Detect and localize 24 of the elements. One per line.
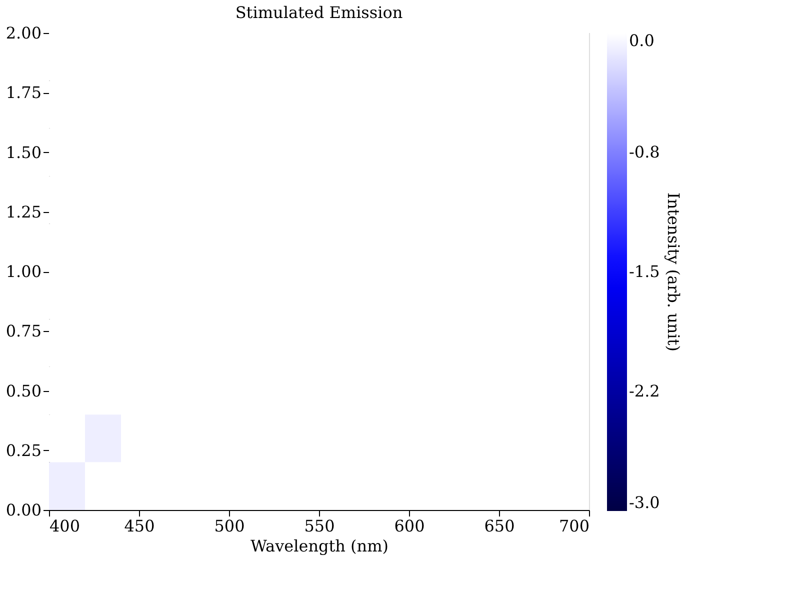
y-tick-label: 1.75 [6, 83, 42, 102]
color-bar-label: -3.0 [629, 493, 660, 512]
y-tick-label: 0.00 [6, 500, 42, 520]
x-tick-label: 550 [304, 516, 335, 536]
color-bar-title: Intensity (arb. unit) [664, 192, 683, 352]
x-tick-label: 650 [484, 516, 515, 536]
color-bar-label: -0.8 [629, 142, 660, 162]
x-tick-label: 700 [558, 516, 590, 536]
x-axis-title: Wavelength (nm) [250, 536, 389, 556]
y-tick-label: 2.00 [6, 24, 42, 42]
y-tick-label: 0.75 [6, 322, 42, 341]
y-tick-label: 1.50 [6, 142, 42, 162]
color-bar-label: -2.2 [629, 382, 660, 400]
x-tick-label: 400 [50, 516, 80, 536]
y-tick-label: 1.25 [6, 202, 42, 222]
color-bar-label: -1.5 [629, 262, 660, 281]
x-tick-label: 600 [394, 516, 425, 536]
chart-title: Stimulated Emission [235, 3, 403, 22]
y-tick-label: 0.50 [6, 381, 42, 400]
y-tick-label: 0.25 [6, 440, 42, 460]
x-tick-label: 450 [124, 516, 155, 536]
color-bar-label: 0.0 [629, 31, 654, 50]
x-tick-label: 500 [214, 516, 245, 536]
y-tick-label: 1.00 [6, 262, 42, 281]
